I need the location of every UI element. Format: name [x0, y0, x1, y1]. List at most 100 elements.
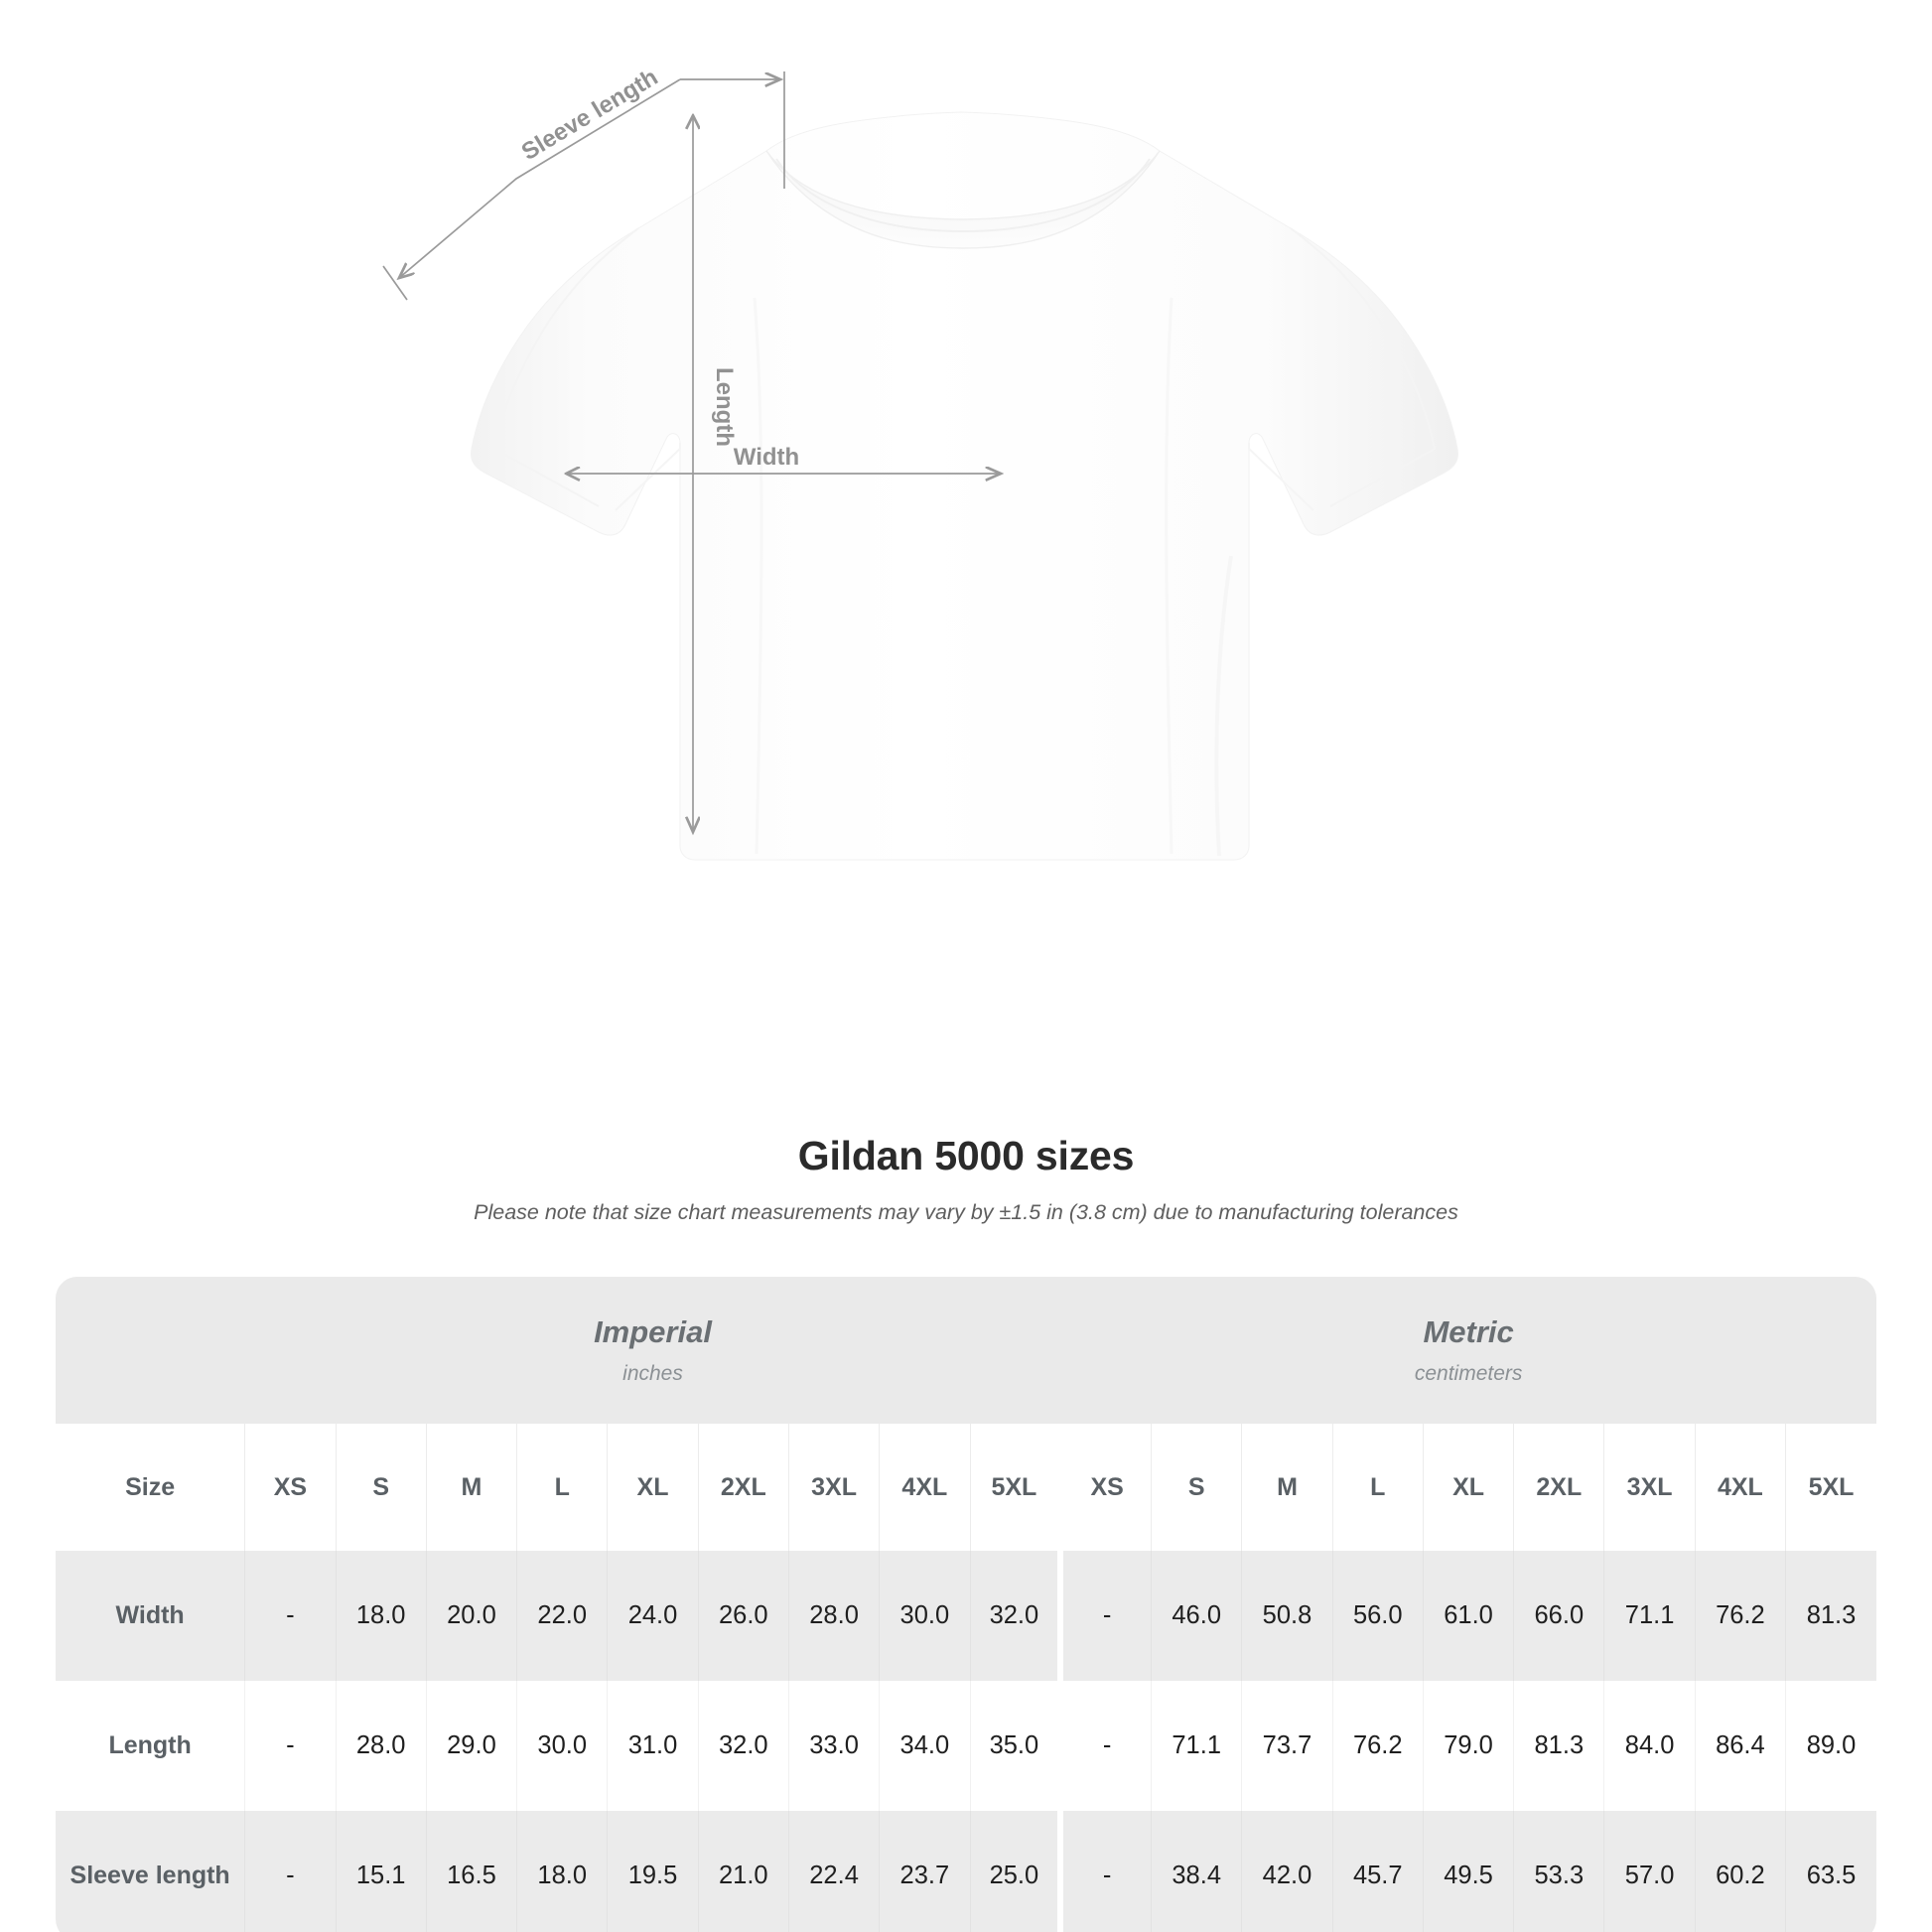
- cell-sleeve-length-metric-xl: 49.5: [1422, 1811, 1514, 1932]
- cell-sleeve-length-metric-l: 45.7: [1331, 1811, 1424, 1932]
- unit-banner-spacer: [56, 1277, 245, 1424]
- collar-inner-line: [775, 158, 1151, 233]
- size-header-imperial-2xl: 2XL: [697, 1424, 789, 1551]
- unit-name-metric: Metric: [1423, 1314, 1514, 1349]
- cell-sleeve-length-imperial-s: 15.1: [335, 1811, 427, 1932]
- sleeve-end-tick: [382, 265, 408, 301]
- cell-width-metric-xs: -: [1057, 1551, 1152, 1681]
- cell-width-metric-5xl: 81.3: [1785, 1551, 1876, 1681]
- cell-width-metric-4xl: 76.2: [1694, 1551, 1786, 1681]
- cell-width-metric-xl: 61.0: [1422, 1551, 1514, 1681]
- tshirt-collar: [765, 150, 1161, 249]
- size-header-metric-2xl: 2XL: [1513, 1424, 1604, 1551]
- cell-width-imperial-s: 18.0: [335, 1551, 427, 1681]
- size-header-imperial-4xl: 4XL: [879, 1424, 970, 1551]
- width-label: Width: [734, 444, 799, 471]
- size-chart-table-wrapper: Imperial inches Metric centimeters Size XS S M L…: [56, 1277, 1876, 1932]
- unit-sub-imperial: inches: [622, 1362, 683, 1385]
- size-header-metric-l: L: [1331, 1424, 1424, 1551]
- cell-sleeve-length-imperial-5xl: 25.0: [969, 1811, 1061, 1932]
- unit-sub-metric: centimeters: [1414, 1362, 1523, 1385]
- cell-width-imperial-2xl: 26.0: [697, 1551, 789, 1681]
- tshirt-body-shape: [471, 111, 1458, 861]
- cell-width-imperial-xs: -: [244, 1551, 337, 1681]
- column-header-size: Size: [56, 1424, 245, 1551]
- cell-length-imperial-5xl: 35.0: [969, 1681, 1061, 1811]
- cell-sleeve-length-imperial-l: 18.0: [516, 1811, 608, 1932]
- fabric-fold: [1214, 555, 1233, 857]
- table-row: Length -28.0 29.0 30.0 31.0 32.0 33.0 34.0 35.0-…: [56, 1681, 1876, 1811]
- row-label-sleeve-length: Sleeve length: [56, 1811, 245, 1932]
- unit-name-imperial: Imperial: [594, 1314, 712, 1349]
- cell-width-metric-l: 56.0: [1331, 1551, 1424, 1681]
- width-measurement: Width: [568, 444, 1001, 474]
- tolerance-note: Please note that size chart measurements…: [474, 1200, 1458, 1225]
- cell-length-metric-4xl: 86.4: [1694, 1681, 1786, 1811]
- tshirt-illustration: [471, 111, 1458, 861]
- unit-banner-row: Imperial inches Metric centimeters: [56, 1277, 1876, 1424]
- title-block: Gildan 5000 sizes Please note that size …: [0, 1133, 1932, 1226]
- size-header-metric-5xl: 5XL: [1785, 1424, 1876, 1551]
- cell-sleeve-length-metric-3xl: 57.0: [1603, 1811, 1696, 1932]
- unit-group-imperial: Imperial inches: [244, 1277, 1061, 1424]
- cell-width-imperial-5xl: 32.0: [969, 1551, 1061, 1681]
- cell-width-imperial-xl: 24.0: [607, 1551, 699, 1681]
- cell-length-imperial-s: 28.0: [335, 1681, 427, 1811]
- cell-width-metric-s: 46.0: [1151, 1551, 1242, 1681]
- unit-group-metric: Metric centimeters: [1060, 1277, 1876, 1424]
- right-sleeve-seam: [1290, 227, 1437, 507]
- size-header-imperial-5xl: 5XL: [969, 1424, 1061, 1551]
- cell-length-imperial-xs: -: [244, 1681, 337, 1811]
- cell-sleeve-length-metric-5xl: 63.5: [1785, 1811, 1876, 1932]
- size-header-imperial-xl: XL: [607, 1424, 699, 1551]
- table-row: Width -18.0 20.0 22.0 24.0 26.0 28.0 30.0 32.0-4…: [56, 1551, 1876, 1681]
- size-header-imperial-m: M: [425, 1424, 517, 1551]
- size-chart-table: Imperial inches Metric centimeters Size XS S M L…: [56, 1277, 1876, 1932]
- left-sleeve-hem: [615, 443, 681, 511]
- cell-length-imperial-3xl: 33.0: [787, 1681, 880, 1811]
- cell-sleeve-length-metric-4xl: 60.2: [1694, 1811, 1786, 1932]
- cell-sleeve-length-imperial-m: 16.5: [425, 1811, 517, 1932]
- cell-length-metric-xl: 79.0: [1422, 1681, 1514, 1811]
- cell-length-imperial-l: 30.0: [516, 1681, 608, 1811]
- cell-sleeve-length-imperial-4xl: 23.7: [879, 1811, 970, 1932]
- cell-length-metric-s: 71.1: [1151, 1681, 1242, 1811]
- tshirt-diagram: Sleeve length Length Width: [382, 64, 1458, 861]
- cell-width-metric-2xl: 66.0: [1513, 1551, 1604, 1681]
- size-header-metric-4xl: 4XL: [1694, 1424, 1786, 1551]
- size-header-imperial-s: S: [335, 1424, 427, 1551]
- cell-sleeve-length-imperial-xs: -: [244, 1811, 337, 1932]
- sleeve-length-label: Sleeve length: [517, 64, 663, 166]
- cell-sleeve-length-imperial-3xl: 22.4: [787, 1811, 880, 1932]
- cell-width-imperial-m: 20.0: [425, 1551, 517, 1681]
- cell-length-metric-xs: -: [1057, 1681, 1152, 1811]
- row-label-width: Width: [56, 1551, 245, 1681]
- cell-length-imperial-2xl: 32.0: [697, 1681, 789, 1811]
- right-sleeve-hem: [1248, 443, 1314, 511]
- size-header-metric-s: S: [1151, 1424, 1242, 1551]
- cell-length-imperial-4xl: 34.0: [879, 1681, 970, 1811]
- cell-width-imperial-3xl: 28.0: [787, 1551, 880, 1681]
- size-header-metric-m: M: [1241, 1424, 1333, 1551]
- cell-length-metric-m: 73.7: [1241, 1681, 1333, 1811]
- cell-sleeve-length-imperial-xl: 19.5: [607, 1811, 699, 1932]
- fabric-fold: [1165, 297, 1173, 855]
- row-label-length: Length: [56, 1681, 245, 1811]
- cell-length-metric-l: 76.2: [1331, 1681, 1424, 1811]
- size-header-metric-xs: XS: [1057, 1424, 1152, 1551]
- cell-width-metric-m: 50.8: [1241, 1551, 1333, 1681]
- length-label: Length: [711, 367, 738, 447]
- cell-width-metric-3xl: 71.1: [1603, 1551, 1696, 1681]
- size-header-metric-xl: XL: [1422, 1424, 1514, 1551]
- cell-length-imperial-xl: 31.0: [607, 1681, 699, 1811]
- cell-sleeve-length-metric-m: 42.0: [1241, 1811, 1333, 1932]
- size-header-metric-3xl: 3XL: [1603, 1424, 1696, 1551]
- size-header-imperial-l: L: [516, 1424, 608, 1551]
- cell-width-imperial-l: 22.0: [516, 1551, 608, 1681]
- cell-length-metric-2xl: 81.3: [1513, 1681, 1604, 1811]
- left-sleeve-seam: [492, 227, 639, 507]
- cell-sleeve-length-metric-2xl: 53.3: [1513, 1811, 1604, 1932]
- cell-width-imperial-4xl: 30.0: [879, 1551, 970, 1681]
- size-header-row: Size XS S M L XL 2XL 3XL 4XL 5XL XS S M L XL 2XL 3XL 4XL 5…: [56, 1424, 1876, 1551]
